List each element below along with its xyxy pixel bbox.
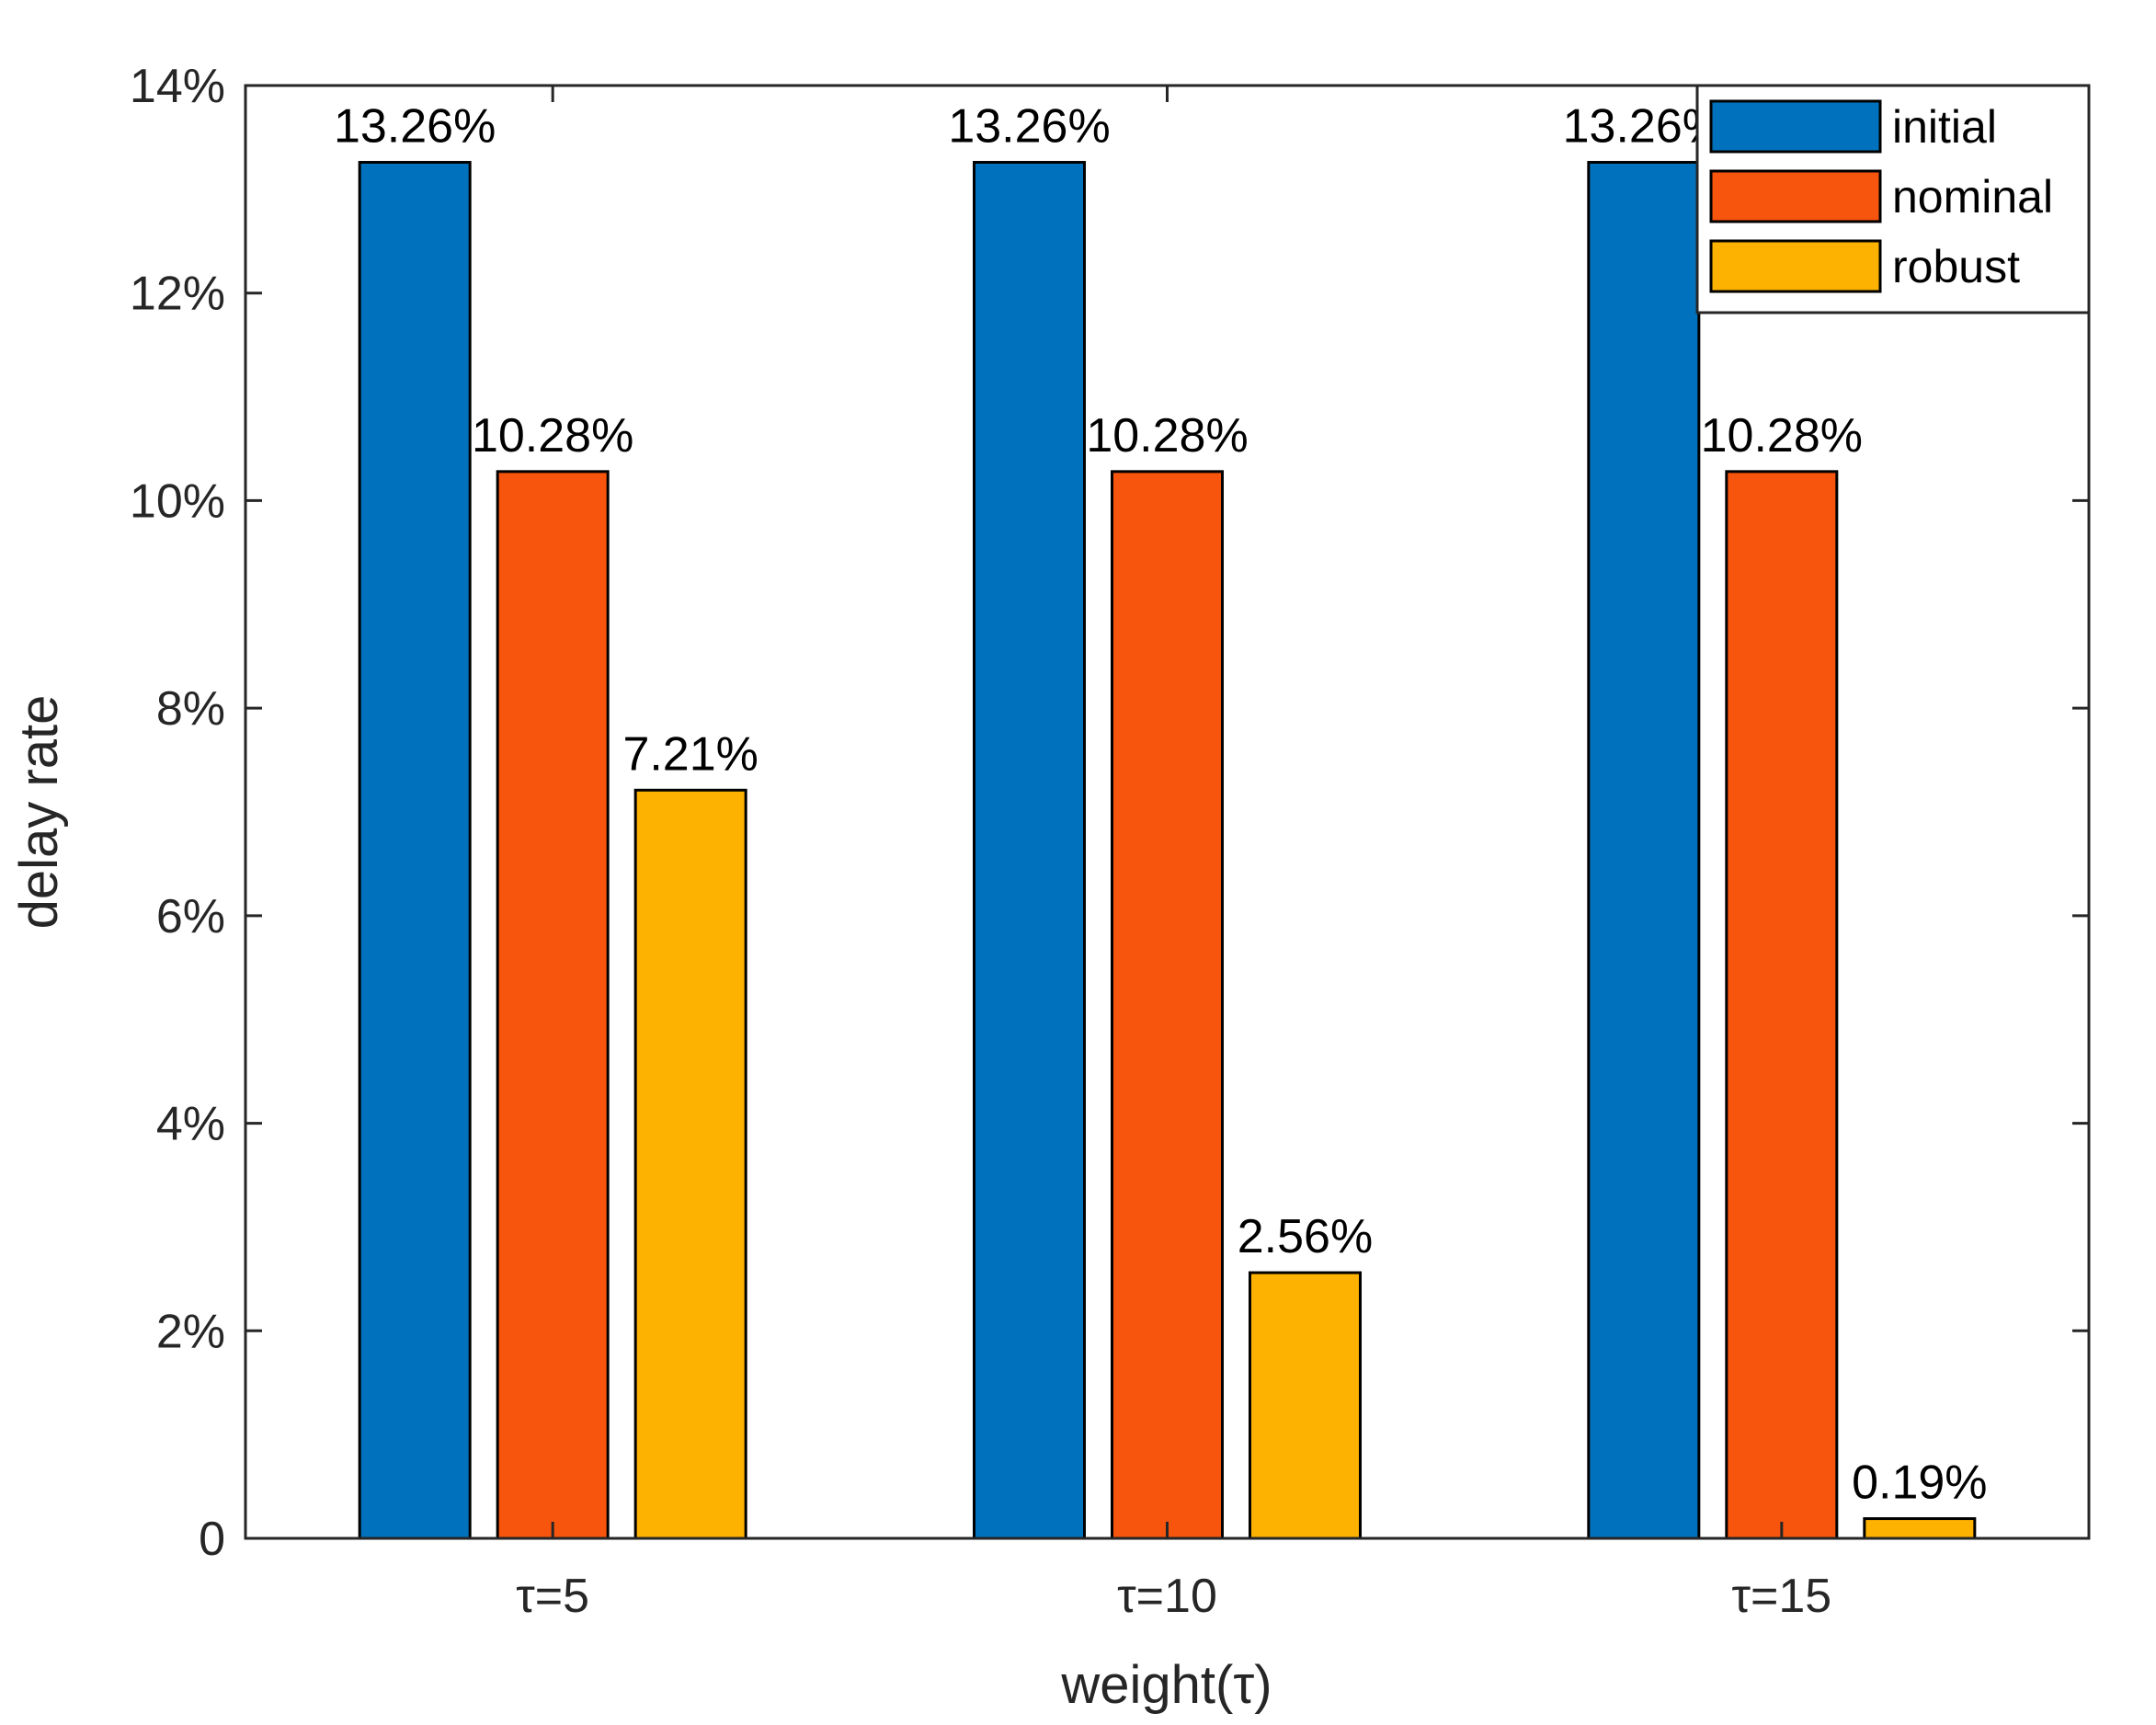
y-tick-label: 0 <box>199 1513 225 1566</box>
bar-robust <box>633 788 747 1540</box>
data-label-robust: 2.56% <box>1238 1210 1373 1263</box>
y-tick-label: 2% <box>156 1305 225 1358</box>
legend-swatch-nominal <box>1709 169 1882 223</box>
bar-nominal <box>496 470 610 1540</box>
bar-initial <box>973 161 1086 1540</box>
data-label-nominal: 10.28% <box>1701 409 1863 463</box>
y-tick-label: 14% <box>130 60 225 113</box>
x-axis-title: weight(τ) <box>1060 1655 1272 1715</box>
data-labels-layer: 13.26%10.28%7.21%13.26%10.28%2.56%13.26%… <box>334 100 1988 1510</box>
data-label-robust: 7.21% <box>622 727 758 781</box>
x-tick-label: τ=10 <box>1117 1570 1217 1623</box>
bar-initial <box>1587 161 1701 1540</box>
data-label-initial: 13.26% <box>334 100 496 154</box>
x-tick-label: τ=15 <box>1731 1570 1831 1623</box>
bars-layer <box>358 161 1977 1540</box>
data-label-nominal: 10.28% <box>472 409 633 463</box>
bar-nominal <box>1725 470 1839 1540</box>
ticks-layer: 0 2% 4% 6% 8% 10% 12% 14% τ=5 τ=10 τ=15 <box>130 60 2089 1623</box>
legend-label-nominal: nominal <box>1892 171 2053 223</box>
legend-swatch-initial <box>1709 99 1882 154</box>
data-label-nominal: 10.28% <box>1086 409 1248 463</box>
y-tick-label: 6% <box>156 890 225 943</box>
y-axis-title: delay rate <box>9 695 69 930</box>
legend: initial nominal robust <box>1695 84 2091 314</box>
legend-label-initial: initial <box>1892 101 1997 153</box>
bar-robust <box>1249 1271 1362 1540</box>
data-label-initial: 13.26% <box>948 100 1110 154</box>
legend-swatch-robust <box>1709 239 1882 293</box>
bar-nominal <box>1111 470 1224 1540</box>
legend-label-robust: robust <box>1892 241 2020 292</box>
y-tick-label: 12% <box>130 268 225 321</box>
data-label-robust: 0.19% <box>1852 1457 1987 1510</box>
y-tick-label: 10% <box>130 474 225 528</box>
y-tick-label: 4% <box>156 1098 225 1151</box>
x-tick-label: τ=5 <box>516 1570 589 1623</box>
y-tick-label: 8% <box>156 682 225 736</box>
plot-frame <box>244 84 2091 1540</box>
bar-robust <box>1863 1517 1977 1540</box>
bar-initial <box>358 161 472 1540</box>
